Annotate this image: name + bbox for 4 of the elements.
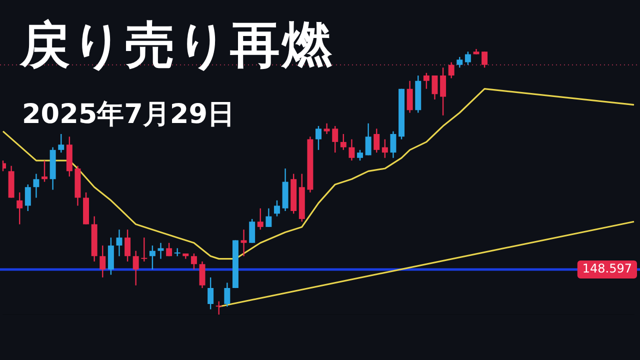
text: 2025年7月29日 — [22, 98, 235, 132]
annotation: 148.597 — [582, 262, 632, 276]
candlestick — [232, 240, 238, 289]
chart-title: 戻り売り再燃 — [20, 15, 334, 76]
